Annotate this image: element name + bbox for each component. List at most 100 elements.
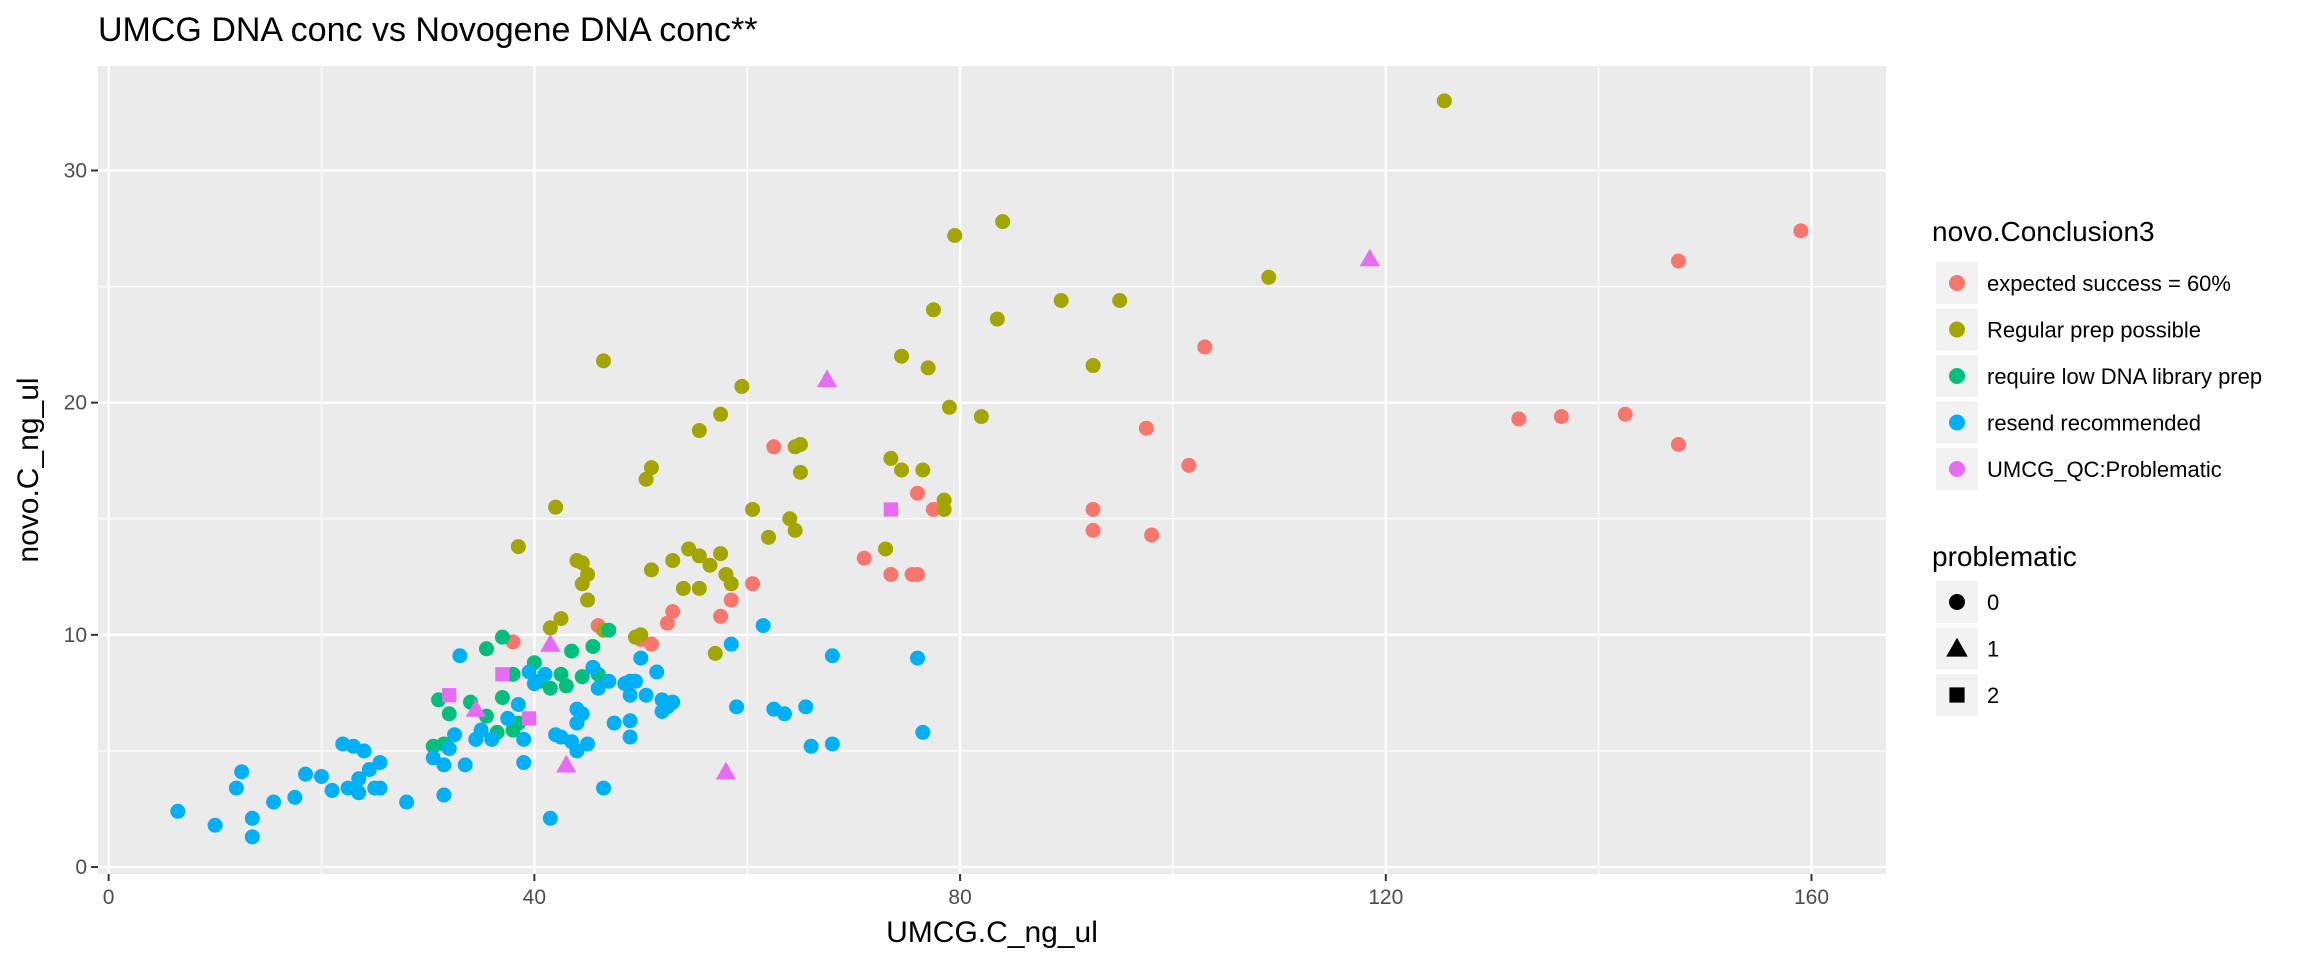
data-point bbox=[601, 673, 617, 689]
legend-label: Regular prep possible bbox=[1987, 318, 2201, 343]
data-point bbox=[915, 462, 931, 478]
data-point bbox=[713, 608, 729, 624]
data-point bbox=[920, 360, 936, 376]
legend-symbol bbox=[1949, 414, 1965, 431]
data-point bbox=[287, 789, 303, 805]
data-point bbox=[633, 627, 649, 643]
data-point bbox=[266, 794, 282, 810]
data-point bbox=[606, 715, 622, 731]
x-axis-title: UMCG.C_ng_ul bbox=[886, 916, 1098, 949]
data-point bbox=[761, 529, 776, 545]
legend-label: UMCG_QC:Problematic bbox=[1987, 457, 2222, 482]
legend-symbol bbox=[1949, 461, 1965, 477]
data-point bbox=[665, 694, 681, 710]
data-point bbox=[638, 471, 654, 487]
data-point bbox=[1085, 501, 1101, 517]
data-point bbox=[447, 727, 463, 743]
data-point bbox=[729, 699, 745, 715]
legend-label: 2 bbox=[1987, 683, 1999, 708]
data-point bbox=[925, 302, 941, 318]
data-point bbox=[989, 311, 1005, 327]
x-tick-label: 80 bbox=[948, 886, 971, 909]
data-point bbox=[361, 762, 377, 778]
data-point bbox=[425, 750, 441, 766]
data-point bbox=[755, 618, 771, 634]
data-point bbox=[207, 817, 223, 833]
data-point bbox=[505, 722, 521, 738]
data-point bbox=[776, 706, 792, 722]
x-tick-label: 160 bbox=[1794, 886, 1829, 909]
data-point bbox=[351, 771, 367, 787]
y-tick-label: 0 bbox=[75, 856, 87, 879]
data-point bbox=[1793, 223, 1809, 239]
data-point bbox=[947, 227, 963, 243]
data-point bbox=[516, 731, 532, 747]
data-point bbox=[915, 724, 931, 740]
data-point bbox=[516, 755, 532, 771]
data-point bbox=[1511, 411, 1527, 427]
data-point bbox=[521, 711, 537, 726]
data-point bbox=[228, 780, 244, 796]
data-point bbox=[537, 666, 553, 682]
data-point bbox=[638, 687, 654, 703]
data-point bbox=[995, 214, 1011, 230]
data-point bbox=[441, 741, 457, 757]
data-point bbox=[883, 566, 899, 582]
data-point bbox=[782, 511, 798, 527]
data-point bbox=[574, 555, 590, 571]
data-point bbox=[1144, 527, 1160, 543]
legend-symbol bbox=[1949, 594, 1965, 610]
data-point bbox=[442, 688, 457, 703]
data-point bbox=[792, 464, 808, 480]
data-point bbox=[556, 754, 577, 773]
legend-symbol bbox=[1949, 687, 1965, 703]
data-point bbox=[713, 546, 729, 562]
data-point bbox=[691, 580, 707, 596]
data-point bbox=[540, 634, 561, 652]
data-point bbox=[715, 761, 737, 780]
data-point bbox=[585, 659, 601, 675]
y-tick-label: 20 bbox=[64, 392, 87, 415]
data-point bbox=[569, 743, 585, 759]
data-point bbox=[1112, 293, 1128, 309]
data-point bbox=[745, 501, 761, 517]
shape-legend: problematic 0 1 2 bbox=[1932, 541, 2077, 716]
data-point bbox=[707, 645, 723, 661]
data-point bbox=[1138, 420, 1154, 436]
y-tick-label: 10 bbox=[64, 624, 87, 647]
data-point bbox=[495, 667, 510, 682]
data-point bbox=[436, 757, 452, 773]
data-point bbox=[723, 592, 739, 608]
data-point bbox=[1436, 93, 1452, 109]
data-point bbox=[500, 710, 516, 726]
x-tick-label: 40 bbox=[523, 886, 546, 909]
data-point bbox=[787, 439, 803, 455]
data-point bbox=[580, 736, 596, 752]
legend-title: novo.Conclusion3 bbox=[1932, 216, 2155, 247]
data-point bbox=[643, 460, 659, 476]
data-point bbox=[910, 650, 925, 666]
legend-title: problematic bbox=[1932, 541, 2077, 572]
data-point bbox=[510, 539, 526, 555]
data-point bbox=[633, 650, 649, 666]
data-point bbox=[622, 729, 638, 745]
data-point bbox=[910, 566, 925, 582]
data-point bbox=[745, 576, 761, 592]
data-point bbox=[356, 743, 372, 759]
data-point bbox=[702, 557, 718, 573]
data-point bbox=[521, 664, 537, 680]
data-point bbox=[643, 562, 659, 578]
data-point bbox=[622, 713, 638, 729]
data-point bbox=[324, 782, 340, 798]
data-point bbox=[548, 499, 564, 515]
data-point bbox=[1085, 358, 1101, 374]
data-point bbox=[941, 399, 957, 415]
data-point bbox=[659, 615, 675, 631]
data-point bbox=[351, 785, 367, 801]
data-point bbox=[564, 643, 580, 659]
legend-label: 1 bbox=[1987, 637, 1999, 662]
data-point bbox=[1197, 339, 1213, 355]
data-point bbox=[1617, 406, 1633, 422]
data-point bbox=[691, 548, 707, 564]
